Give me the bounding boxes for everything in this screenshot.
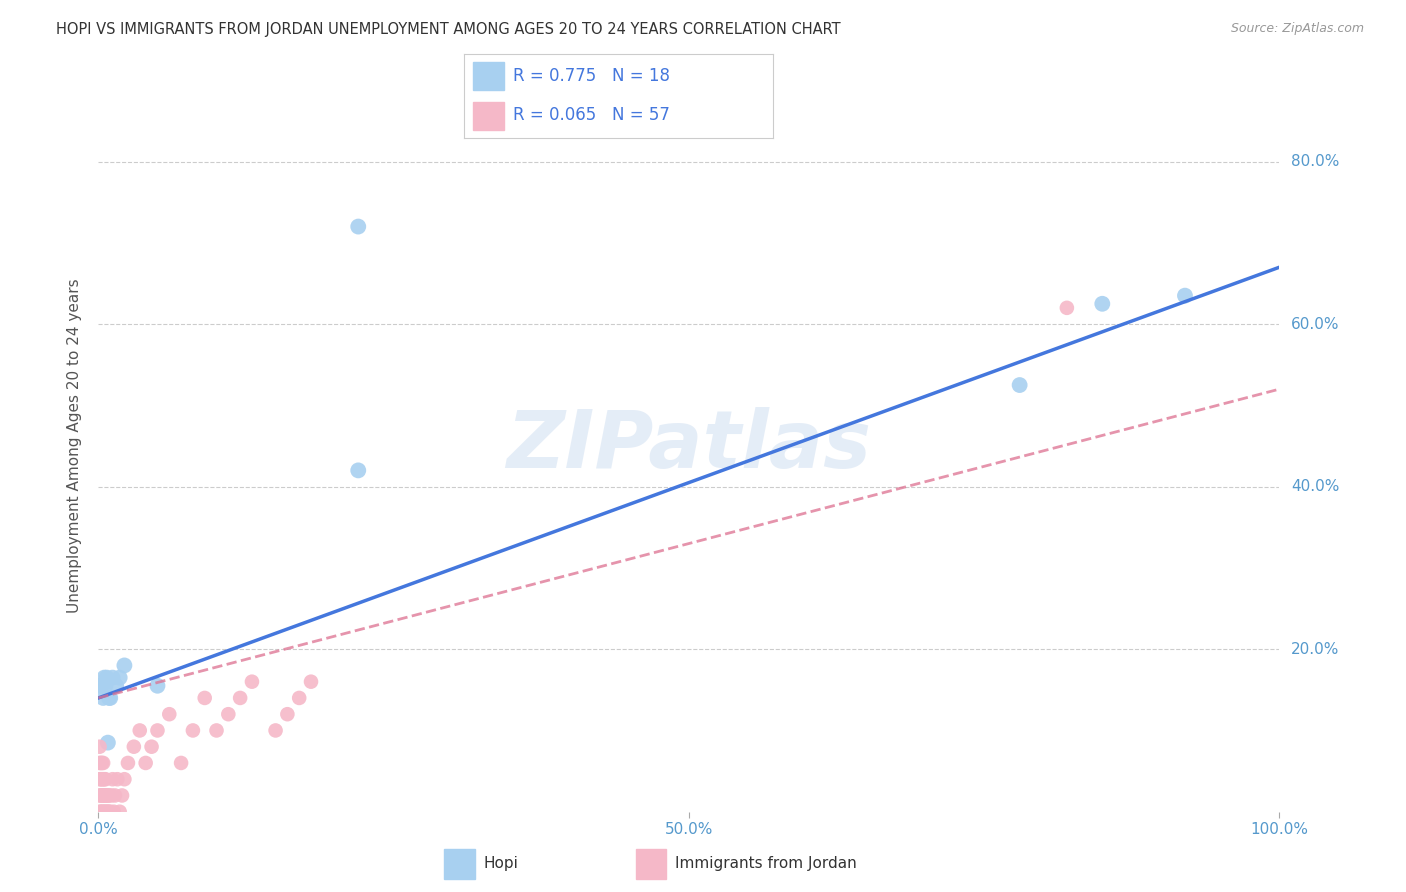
Point xyxy=(108,805,131,819)
Text: R = 0.775   N = 18: R = 0.775 N = 18 xyxy=(513,68,671,86)
Point xyxy=(146,679,169,693)
Point xyxy=(117,756,139,770)
Text: Hopi: Hopi xyxy=(484,855,519,871)
Point xyxy=(100,789,122,803)
Point xyxy=(264,723,287,738)
Point xyxy=(91,679,114,693)
Point xyxy=(89,772,111,787)
Point xyxy=(97,736,120,750)
Point xyxy=(94,805,117,819)
Point xyxy=(299,674,322,689)
Point xyxy=(91,690,114,705)
Point xyxy=(91,756,114,770)
Point xyxy=(91,756,114,770)
Point xyxy=(91,789,114,803)
Point xyxy=(94,789,117,803)
Text: ZIPatlas: ZIPatlas xyxy=(506,407,872,485)
Point xyxy=(240,674,263,689)
Point xyxy=(97,789,120,803)
Y-axis label: Unemployment Among Ages 20 to 24 years: Unemployment Among Ages 20 to 24 years xyxy=(67,278,83,614)
Bar xyxy=(444,849,475,879)
Point xyxy=(89,805,111,819)
Point xyxy=(141,739,163,754)
Point xyxy=(104,789,127,803)
Point xyxy=(98,789,121,803)
Text: R = 0.065   N = 57: R = 0.065 N = 57 xyxy=(513,106,671,124)
Point xyxy=(96,671,118,685)
Point xyxy=(1091,297,1114,311)
Point xyxy=(128,723,150,738)
Bar xyxy=(474,62,505,90)
Point xyxy=(91,805,114,819)
Bar xyxy=(636,849,666,879)
Point xyxy=(288,690,311,705)
Text: Source: ZipAtlas.com: Source: ZipAtlas.com xyxy=(1230,22,1364,36)
Point xyxy=(93,772,115,787)
Point xyxy=(90,805,112,819)
Point xyxy=(93,805,115,819)
Point xyxy=(101,671,124,685)
Point xyxy=(194,690,217,705)
Point xyxy=(1008,378,1031,392)
Point xyxy=(205,723,228,738)
Point xyxy=(90,679,112,693)
Point xyxy=(347,463,370,477)
Point xyxy=(157,707,180,722)
Point xyxy=(105,679,128,693)
Point xyxy=(96,789,118,803)
Point xyxy=(94,772,117,787)
Point xyxy=(122,739,145,754)
Point xyxy=(181,723,204,738)
Point xyxy=(105,772,128,787)
Point xyxy=(111,789,134,803)
Point xyxy=(98,690,121,705)
Point xyxy=(108,671,131,685)
Text: 60.0%: 60.0% xyxy=(1291,317,1340,332)
Point xyxy=(91,772,114,787)
Point xyxy=(1056,301,1078,315)
Point xyxy=(94,679,117,693)
Point xyxy=(347,219,370,234)
Point xyxy=(89,739,111,754)
Text: 40.0%: 40.0% xyxy=(1291,479,1340,494)
Text: 80.0%: 80.0% xyxy=(1291,154,1340,169)
Point xyxy=(91,805,114,819)
Point xyxy=(90,772,112,787)
Point xyxy=(1174,288,1197,302)
Point xyxy=(89,789,111,803)
Point xyxy=(146,723,169,738)
Point xyxy=(90,756,112,770)
Point xyxy=(170,756,193,770)
Point xyxy=(135,756,157,770)
Point xyxy=(112,658,135,673)
Point xyxy=(93,671,115,685)
Point xyxy=(93,789,115,803)
Point xyxy=(98,690,121,705)
Bar xyxy=(474,102,505,130)
Point xyxy=(96,805,118,819)
Point xyxy=(97,805,120,819)
Point xyxy=(91,789,114,803)
Point xyxy=(103,805,125,819)
Point xyxy=(98,805,121,819)
Point xyxy=(276,707,298,722)
Point xyxy=(89,756,111,770)
Point xyxy=(112,772,135,787)
Point xyxy=(217,707,239,722)
Point xyxy=(90,789,112,803)
Text: Immigrants from Jordan: Immigrants from Jordan xyxy=(675,855,856,871)
Text: 20.0%: 20.0% xyxy=(1291,641,1340,657)
Point xyxy=(101,772,124,787)
Point xyxy=(91,772,114,787)
Point xyxy=(98,805,121,819)
Point xyxy=(229,690,252,705)
Text: HOPI VS IMMIGRANTS FROM JORDAN UNEMPLOYMENT AMONG AGES 20 TO 24 YEARS CORRELATIO: HOPI VS IMMIGRANTS FROM JORDAN UNEMPLOYM… xyxy=(56,22,841,37)
